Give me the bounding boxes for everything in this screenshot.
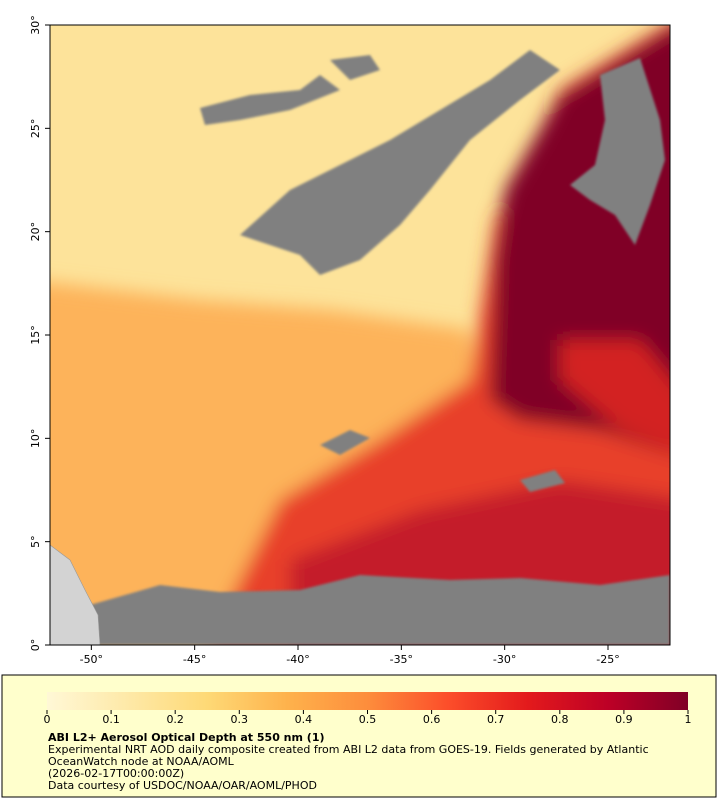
y-tick-label: 20° <box>29 222 42 242</box>
y-tick-label: 25° <box>29 119 42 139</box>
y-tick-label: 30° <box>29 15 42 35</box>
legend-line: Experimental NRT AOD daily composite cre… <box>48 743 649 756</box>
x-tick-label: -40° <box>286 653 309 666</box>
legend-title: ABI L2+ Aerosol Optical Depth at 550 nm … <box>48 731 325 744</box>
no-data <box>90 575 670 645</box>
legend-line: (2026-02-17T00:00:00Z) <box>48 767 184 780</box>
colorbar-tick-label: 0.4 <box>295 713 313 726</box>
y-tick-label: 15° <box>29 325 42 345</box>
aod-field <box>50 25 670 645</box>
colorbar-tick-label: 0.1 <box>102 713 120 726</box>
no-data <box>240 50 560 275</box>
no-data <box>330 55 380 80</box>
legend-line: Data courtesy of USDOC/NOAA/OAR/AOML/PHO… <box>48 779 317 792</box>
colorbar-tick-label: 0.3 <box>231 713 249 726</box>
colorbar-tick-label: 0.8 <box>551 713 569 726</box>
colorbar-tick-label: 1 <box>685 713 692 726</box>
aod-region <box>560 340 670 452</box>
colorbar-tick-label: 0.2 <box>166 713 184 726</box>
colorbar-tick-label: 0.7 <box>487 713 505 726</box>
y-tick-label: 5° <box>29 535 42 548</box>
colorbar-tick-label: 0 <box>44 713 51 726</box>
no-data <box>200 75 340 125</box>
x-tick-label: -35° <box>390 653 413 666</box>
legend-line: OceanWatch node at NOAA/AOML <box>48 755 235 768</box>
no-data <box>570 58 665 245</box>
no-data <box>520 470 565 492</box>
x-tick-label: -25° <box>596 653 619 666</box>
land <box>50 544 101 645</box>
colorbar <box>47 692 688 710</box>
y-tick-label: 0° <box>29 639 42 652</box>
colorbar-tick-label: 0.9 <box>615 713 633 726</box>
colorbar-tick-label: 0.5 <box>359 713 377 726</box>
colorbar-tick-label: 0.6 <box>423 713 441 726</box>
x-tick-label: -30° <box>493 653 516 666</box>
no-data <box>320 430 370 455</box>
y-tick-label: 10° <box>29 429 42 449</box>
no-data-areas <box>90 50 670 645</box>
x-tick-label: -45° <box>183 653 206 666</box>
aod-map <box>50 25 670 645</box>
x-tick-label: -50° <box>80 653 103 666</box>
